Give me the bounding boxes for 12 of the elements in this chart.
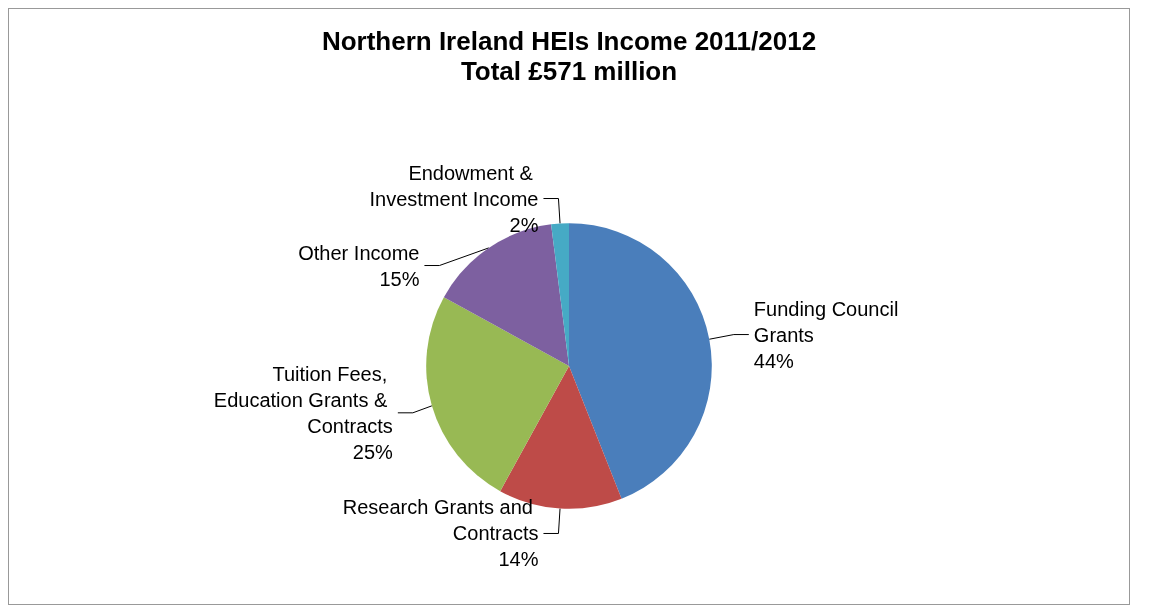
slice-label: Endowment & Investment Income [369,161,539,210]
slice-label: Research Grants and Contracts [342,496,539,545]
slice-label: Other Income [298,241,420,264]
data-label: 25% [352,440,394,463]
slice-label: Funding Council Grants [753,297,904,346]
chart-subtitle: Total £571 million [460,56,678,86]
slice-label: Tuition Fees, Education Grants & Contracts [213,362,393,437]
chart-title: Northern Ireland HEIs Income 2011/2012 [321,26,817,56]
data-label: 2% [509,213,539,236]
data-label: 44% [753,349,795,372]
data-label: 15% [379,267,420,290]
data-label: 14% [498,548,539,571]
